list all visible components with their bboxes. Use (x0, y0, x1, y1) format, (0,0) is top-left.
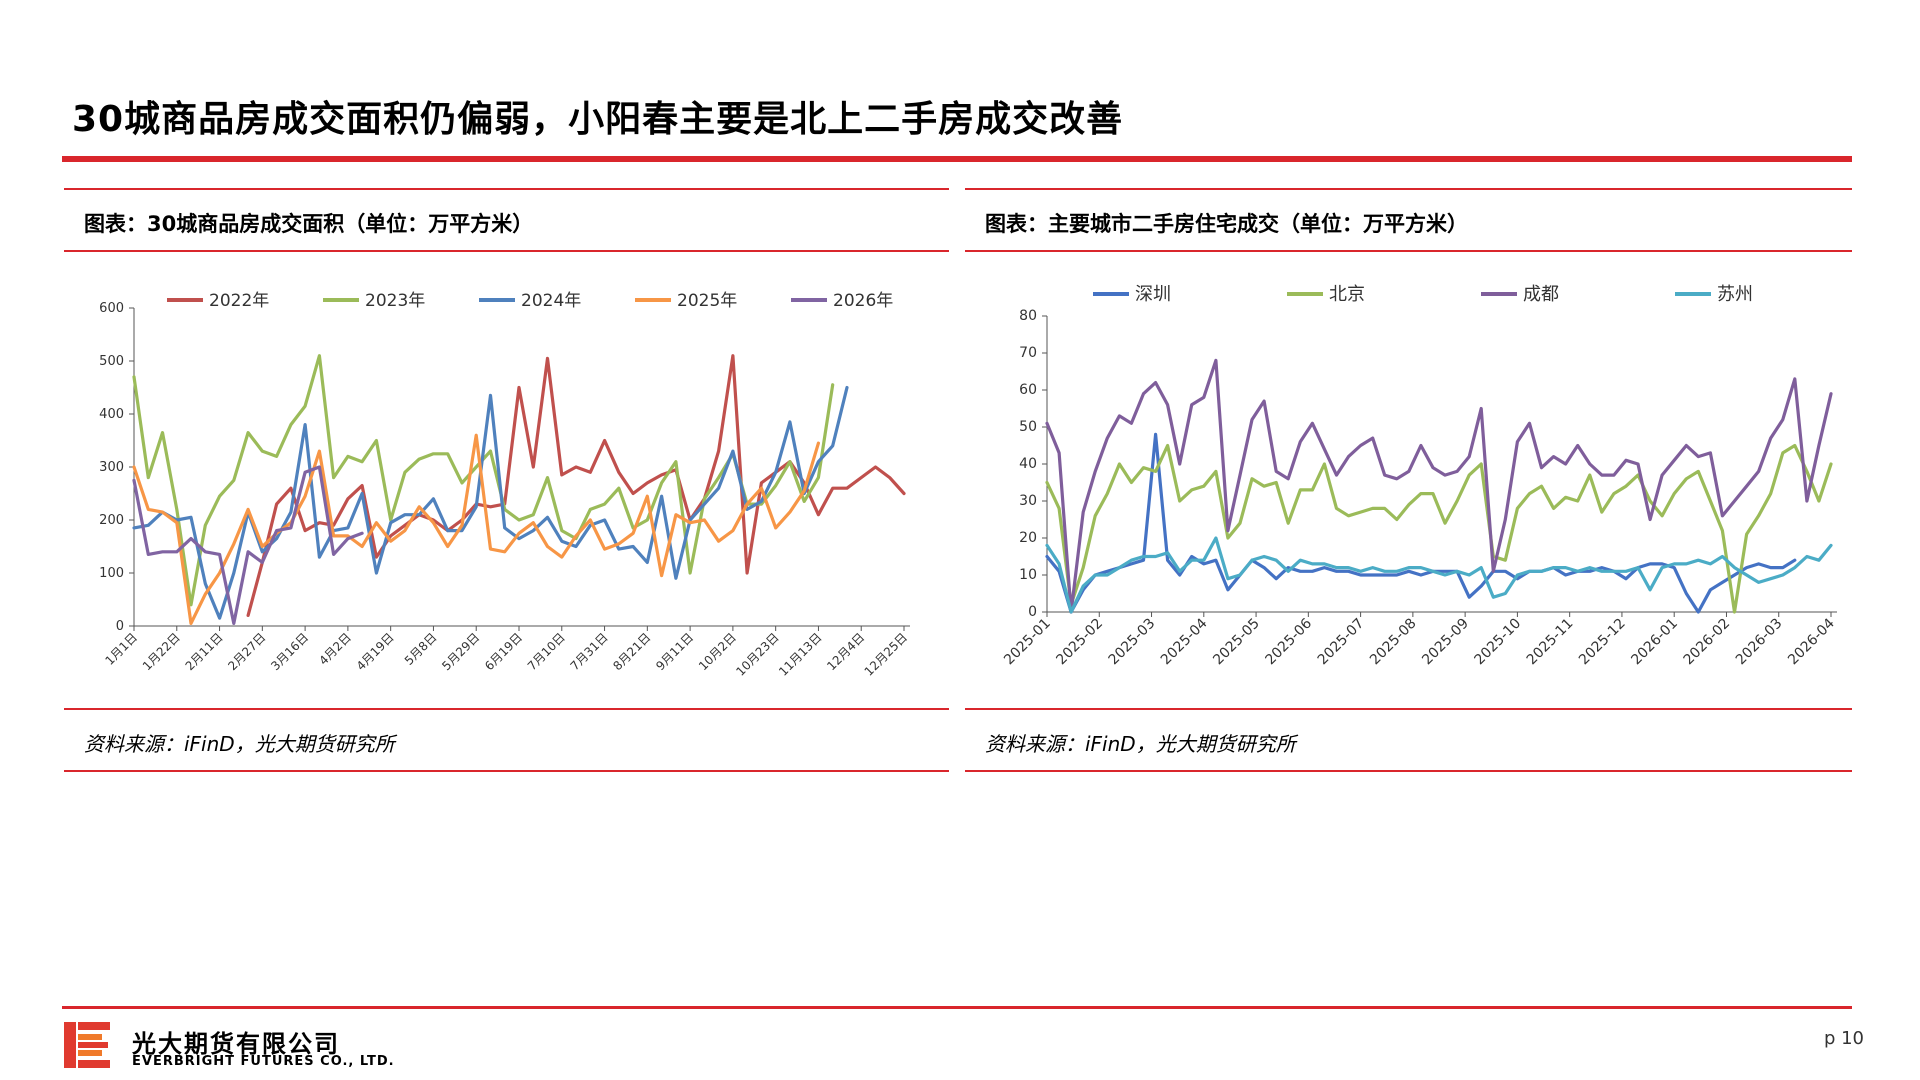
x-tick-label: 2025-01 (1001, 616, 1054, 669)
company-name-cn: 光大期货有限公司 (132, 1030, 340, 1058)
x-tick-label: 2026-01 (1628, 616, 1681, 669)
x-tick-label: 6月19日 (482, 630, 525, 673)
y-tick-label: 400 (99, 407, 124, 422)
left-panel-top-rule (64, 188, 949, 190)
y-tick-label: 60 (1019, 382, 1037, 398)
x-tick-label: 2025-09 (1419, 616, 1472, 669)
series-line-4 (132, 465, 364, 625)
series-line-1 (1045, 443, 1833, 614)
x-tick-label: 2025-10 (1472, 616, 1525, 669)
x-tick-label: 10月23日 (733, 630, 781, 678)
x-tick-label: 2026-04 (1785, 615, 1838, 668)
legend-label-3: 2025年 (677, 291, 737, 311)
series-line-2 (1045, 358, 1833, 614)
y-tick-label: 50 (1019, 419, 1037, 435)
page-number: p 10 (1823, 1028, 1864, 1049)
x-tick-label: 2025-11 (1524, 616, 1577, 669)
y-tick-label: 600 (99, 301, 124, 316)
footer-divider (62, 1006, 1852, 1009)
x-tick-label: 2025-12 (1576, 616, 1629, 669)
legend-label-3: 苏州 (1717, 284, 1753, 305)
series-line-3 (132, 433, 821, 625)
company-name-en: EVERBRIGHT FUTURES CO., LTD. (132, 1054, 395, 1069)
series-line-3 (1045, 536, 1833, 614)
x-tick-label: 2026-02 (1681, 616, 1734, 669)
x-tick-label: 7月31日 (568, 630, 611, 673)
x-tick-label: 2026-03 (1733, 616, 1786, 669)
x-tick-label: 10月2日 (696, 630, 739, 673)
x-tick-label: 2025-08 (1367, 616, 1420, 669)
x-tick-label: 4月2日 (316, 630, 354, 668)
left-chart: 0 100 200 300 400 500 600 1月1日 1月22日 2月11日 2月27日 3月… (99, 291, 910, 679)
x-tick-label: 4月19日 (354, 630, 397, 673)
legend-label-0: 2022年 (209, 291, 269, 311)
y-tick-label: 0 (1028, 604, 1037, 620)
legend-label-1: 北京 (1329, 284, 1365, 305)
company-logo-icon (64, 1022, 110, 1068)
x-tick-label: 8月21日 (610, 630, 653, 673)
legend-label-1: 2023年 (365, 291, 425, 311)
legend-label-0: 深圳 (1135, 284, 1171, 305)
left-panel-source-rule (64, 708, 949, 710)
x-tick-label: 2025-02 (1053, 616, 1106, 669)
x-tick-label: 3月16日 (268, 630, 311, 673)
legend-label-2: 成都 (1523, 284, 1559, 305)
x-tick-label: 5月8日 (402, 630, 440, 668)
right-panel-header-rule (965, 250, 1852, 252)
y-tick-label: 500 (99, 354, 124, 369)
legend-label-4: 2026年 (833, 291, 893, 311)
x-tick-label: 2025-04 (1158, 615, 1211, 668)
x-tick-label: 12月4日 (824, 630, 867, 673)
x-tick-label: 2月11日 (183, 630, 226, 673)
left-panel-title: 图表：30城商品房成交面积（单位：万平方米） (84, 212, 534, 236)
legend-label-2: 2024年 (521, 291, 581, 311)
right-panel-title: 图表：主要城市二手房住宅成交（单位：万平方米） (985, 212, 1468, 236)
y-tick-label: 20 (1019, 530, 1037, 546)
right-panel-top-rule (965, 188, 1852, 190)
x-tick-label: 12月25日 (862, 630, 910, 678)
page-title: 30城商品房成交面积仍偏弱，小阳春主要是北上二手房成交改善 (72, 99, 1124, 140)
y-tick-label: 80 (1019, 308, 1037, 324)
y-tick-label: 0 (116, 619, 124, 634)
series-line-0 (246, 354, 906, 617)
y-tick-label: 100 (99, 566, 124, 581)
x-tick-label: 1月1日 (102, 630, 140, 668)
y-tick-label: 300 (99, 460, 124, 475)
x-tick-label: 9月11日 (653, 630, 696, 673)
x-tick-label: 2025-03 (1106, 616, 1159, 669)
x-tick-label: 11月13日 (776, 630, 824, 678)
y-tick-label: 30 (1019, 493, 1037, 509)
x-tick-label: 2025-07 (1315, 616, 1368, 669)
x-tick-label: 2025-06 (1262, 615, 1315, 668)
y-tick-label: 200 (99, 513, 124, 528)
y-tick-label: 40 (1019, 456, 1037, 472)
x-tick-label: 2月27日 (225, 630, 268, 673)
x-tick-label: 2025-05 (1210, 616, 1263, 669)
right-panel-source-rule (965, 708, 1852, 710)
x-tick-label: 5月29日 (439, 630, 482, 673)
right-panel-bottom-rule (965, 770, 1852, 772)
right-panel-source: 资料来源：iFinD，光大期货研究所 (985, 732, 1296, 756)
title-divider (62, 156, 1852, 162)
y-tick-label: 10 (1019, 567, 1037, 583)
y-tick-label: 70 (1019, 345, 1037, 361)
x-tick-label: 7月10日 (525, 630, 568, 673)
left-panel-source: 资料来源：iFinD，光大期货研究所 (84, 732, 395, 756)
left-panel-bottom-rule (64, 770, 949, 772)
x-tick-label: 1月22日 (140, 630, 183, 673)
left-panel-header-rule (64, 250, 949, 252)
